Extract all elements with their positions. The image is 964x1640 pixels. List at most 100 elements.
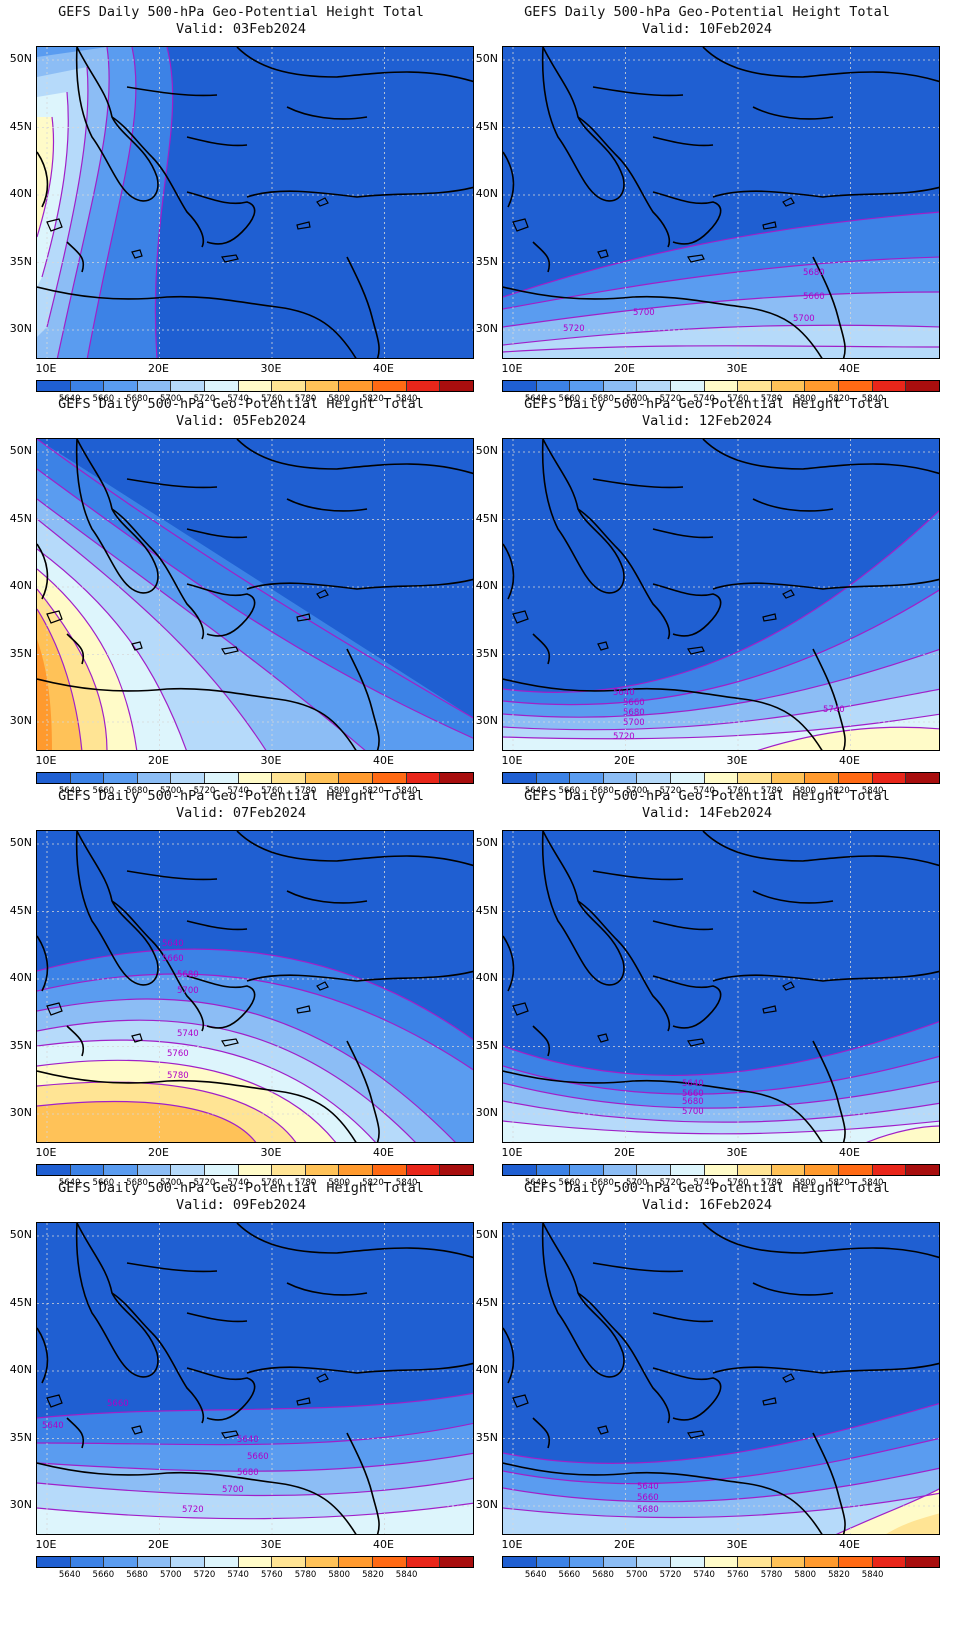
contour-label: 5680 bbox=[637, 1505, 659, 1515]
contour-line bbox=[37, 588, 108, 750]
map-canvas: 5660 5640 5640 5660 5680 5700 5720 bbox=[37, 1223, 473, 1534]
colorbar-label: 5680 bbox=[592, 394, 614, 404]
colorbar-swatch bbox=[637, 1557, 672, 1567]
colorbar-label: 5780 bbox=[294, 786, 317, 796]
colorbar-label: 5840 bbox=[861, 1178, 884, 1188]
colorbar-swatch bbox=[771, 773, 806, 783]
latitude-label: 45N bbox=[9, 903, 32, 917]
colorbar-swatch bbox=[305, 1557, 340, 1567]
colorbar-swatch bbox=[272, 381, 306, 391]
latitude-label: 35N bbox=[9, 1038, 32, 1052]
island-outline bbox=[597, 641, 609, 651]
longitude-label: 30E bbox=[726, 754, 748, 767]
colorbar-label: 5640 bbox=[58, 1570, 81, 1580]
longitude-label: 30E bbox=[726, 1146, 748, 1159]
map-panel-03Feb2024: GEFS Daily 500-hPa Geo-Potential Height … bbox=[0, 0, 482, 410]
longitude-label: 40E bbox=[373, 1146, 394, 1159]
colorbar-label: 5740 bbox=[227, 1570, 249, 1580]
colorbar-swatch bbox=[839, 1165, 873, 1175]
island-outline bbox=[131, 1033, 143, 1043]
panel-valid-date: Valid: 07Feb2024 bbox=[175, 805, 307, 821]
longitude-label: 10E bbox=[35, 754, 57, 767]
colorbar-label: 5800 bbox=[794, 1570, 817, 1580]
colorbar-label: 5760 bbox=[261, 394, 283, 404]
latitude-label: 40N bbox=[9, 1363, 32, 1376]
colorbar-label: 5700 bbox=[159, 786, 182, 796]
latitude-label: 50N bbox=[9, 1228, 32, 1241]
island-outline bbox=[316, 981, 329, 991]
height-field-map: 5640 5660 5680 5700 5740 5760 5780 bbox=[36, 830, 474, 1143]
colorbar-swatch bbox=[37, 1165, 71, 1175]
colorbar-label: 5680 bbox=[126, 394, 148, 404]
coastline bbox=[702, 439, 939, 475]
colorbar-label: 5720 bbox=[193, 394, 216, 404]
colorbar-swatch bbox=[503, 773, 537, 783]
latitude-label: 45N bbox=[475, 119, 498, 133]
colorbar-swatch bbox=[238, 1165, 273, 1175]
colorbar-label: 5720 bbox=[659, 1178, 682, 1188]
contour-label: 5680 bbox=[177, 970, 199, 980]
colorbar-label: 5800 bbox=[328, 394, 351, 404]
contour-line bbox=[37, 568, 138, 750]
colorbar-swatch bbox=[906, 1165, 939, 1175]
colorbar-swatch bbox=[570, 1557, 604, 1567]
contour-label: 5740 bbox=[177, 1029, 199, 1039]
longitude-label: 30E bbox=[260, 362, 282, 375]
coastline bbox=[236, 439, 473, 475]
contour-line bbox=[37, 468, 473, 739]
coastline bbox=[532, 633, 551, 665]
colorbar bbox=[502, 380, 940, 392]
colorbar-swatch bbox=[536, 773, 571, 783]
coastline bbox=[812, 1040, 846, 1142]
latitude-label: 30N bbox=[9, 1106, 32, 1119]
coastline bbox=[592, 870, 684, 881]
coastline bbox=[75, 439, 159, 594]
longitude-label: 20E bbox=[148, 754, 169, 767]
contour-line bbox=[503, 1402, 939, 1465]
contour-line bbox=[503, 688, 939, 731]
contour-label: 5660 bbox=[247, 1452, 269, 1462]
island-outline bbox=[46, 1002, 63, 1016]
longitude-label: 40E bbox=[839, 754, 860, 767]
coastline bbox=[186, 136, 248, 147]
contour-label: 5700 bbox=[682, 1107, 704, 1117]
colorbar-label: 5660 bbox=[92, 394, 115, 404]
contour-line bbox=[86, 47, 137, 358]
coastline bbox=[652, 1312, 714, 1323]
island-outline bbox=[597, 249, 609, 259]
map-panel-16Feb2024: GEFS Daily 500-hPa Geo-Potential Height … bbox=[466, 1176, 948, 1586]
colorbar-swatch bbox=[503, 1557, 537, 1567]
panel-valid-date: Valid: 10Feb2024 bbox=[641, 21, 773, 37]
colorbar-label: 5820 bbox=[362, 786, 384, 796]
longitude-label: 20E bbox=[614, 1538, 635, 1551]
colorbar-label: 5820 bbox=[828, 1178, 850, 1188]
contour-line bbox=[503, 324, 939, 346]
latitude-label: 50N bbox=[9, 52, 32, 65]
colorbar-swatch bbox=[906, 381, 939, 391]
coastline bbox=[186, 920, 248, 931]
longitude-label: 40E bbox=[839, 1146, 860, 1159]
latitude-label: 50N bbox=[475, 1228, 498, 1241]
contour-label: 5640 bbox=[613, 688, 635, 698]
colorbar-swatch bbox=[906, 773, 939, 783]
contour-label: 5700 bbox=[793, 314, 815, 324]
colorbar-label: 5660 bbox=[558, 394, 581, 404]
colorbar-swatch bbox=[805, 773, 840, 783]
colorbar-label: 5700 bbox=[625, 786, 648, 796]
island-outline bbox=[687, 254, 705, 263]
colorbar-label: 5640 bbox=[524, 1570, 547, 1580]
map-panel-12Feb2024: GEFS Daily 500-hPa Geo-Potential Height … bbox=[466, 392, 948, 802]
colorbar-swatch bbox=[536, 1557, 571, 1567]
latitude-label: 45N bbox=[9, 119, 32, 133]
island-outline bbox=[316, 589, 329, 599]
contour-band bbox=[503, 1121, 939, 1142]
map-canvas bbox=[37, 47, 473, 358]
coastline bbox=[503, 678, 823, 750]
panel-title: GEFS Daily 500-hPa Geo-Potential Height … bbox=[58, 788, 424, 804]
map-panel-09Feb2024: GEFS Daily 500-hPa Geo-Potential Height … bbox=[0, 1176, 482, 1586]
contour-line bbox=[503, 211, 939, 298]
colorbar-label: 5680 bbox=[592, 786, 614, 796]
contour-label: 5680 bbox=[237, 1468, 259, 1478]
panel-valid-date: Valid: 16Feb2024 bbox=[641, 1197, 773, 1213]
